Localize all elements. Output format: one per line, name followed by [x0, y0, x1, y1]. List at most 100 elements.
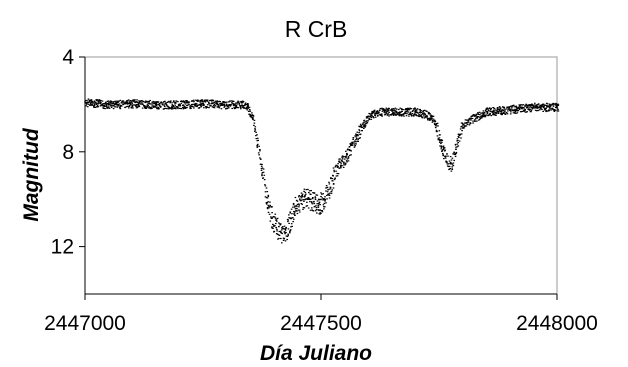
data-point — [456, 138, 459, 140]
data-point — [135, 107, 138, 109]
data-point — [328, 181, 330, 183]
data-point — [287, 228, 290, 230]
data-point — [114, 100, 116, 102]
data-point — [330, 190, 333, 193]
data-point — [104, 102, 107, 104]
data-point — [394, 113, 397, 115]
data-point — [448, 165, 451, 167]
data-point — [339, 161, 341, 163]
data-point — [415, 109, 418, 111]
data-point — [222, 104, 224, 106]
data-point — [211, 106, 214, 108]
data-point — [515, 108, 518, 110]
data-point — [480, 112, 482, 114]
data-point — [551, 107, 554, 109]
data-point — [284, 233, 286, 235]
data-point — [132, 100, 134, 102]
data-point — [316, 200, 319, 202]
data-point — [355, 133, 357, 135]
data-point — [470, 117, 473, 120]
data-point — [284, 229, 287, 231]
data-point — [334, 178, 336, 180]
data-point — [435, 125, 438, 127]
data-point — [110, 105, 112, 107]
data-point — [107, 102, 110, 104]
data-point — [456, 140, 458, 142]
data-point — [493, 110, 496, 112]
data-point — [433, 123, 436, 125]
data-point — [431, 115, 434, 117]
data-point — [510, 111, 512, 113]
data-point — [499, 110, 502, 112]
y-tick-label: 12 — [51, 236, 74, 259]
data-point — [335, 170, 337, 172]
data-point — [118, 104, 120, 107]
data-point — [534, 106, 536, 108]
data-point — [261, 173, 263, 175]
data-point — [267, 195, 270, 198]
data-point — [177, 101, 179, 103]
data-point — [437, 137, 440, 139]
data-point — [427, 117, 430, 120]
data-point — [261, 174, 263, 177]
data-point — [423, 115, 425, 117]
data-point — [493, 108, 496, 110]
data-point — [118, 103, 121, 105]
data-point — [203, 105, 205, 107]
data-point — [453, 159, 455, 161]
data-point — [543, 109, 546, 111]
data-point — [305, 193, 307, 195]
data-point — [497, 111, 500, 113]
data-point — [355, 143, 357, 145]
data-point — [269, 201, 271, 203]
x-axis: 2447000 2447500 2448000 — [44, 293, 598, 335]
data-point — [433, 122, 436, 124]
data-point — [237, 107, 240, 109]
data-point — [370, 116, 373, 118]
data-point — [376, 115, 379, 117]
data-point — [467, 120, 470, 122]
data-point — [101, 103, 103, 106]
data-point — [338, 158, 340, 160]
data-point — [486, 112, 489, 115]
data-point — [514, 112, 516, 114]
data-point — [223, 106, 225, 108]
data-point — [350, 150, 352, 152]
data-point — [98, 99, 101, 101]
data-point — [146, 103, 149, 105]
data-point — [248, 106, 251, 108]
data-point — [275, 219, 278, 221]
data-point — [490, 115, 492, 117]
data-point — [517, 109, 520, 112]
data-point — [548, 106, 551, 108]
data-point — [404, 111, 406, 113]
data-point — [463, 126, 466, 128]
data-point — [492, 112, 495, 114]
data-point — [172, 106, 175, 108]
data-point — [272, 223, 274, 225]
data-point — [285, 235, 288, 237]
data-point — [316, 203, 318, 205]
data-point — [310, 190, 312, 192]
data-point — [307, 198, 309, 200]
data-point — [496, 111, 499, 113]
data-point — [154, 101, 156, 103]
data-point — [129, 100, 132, 102]
data-point — [202, 104, 204, 106]
data-point — [268, 213, 271, 215]
data-point — [126, 102, 129, 104]
data-point — [357, 134, 359, 136]
x-tick-label: 2447500 — [280, 312, 362, 335]
data-point — [468, 117, 471, 119]
data-point — [195, 99, 197, 101]
data-point — [227, 105, 230, 107]
data-point — [135, 105, 137, 107]
data-point — [337, 173, 340, 175]
data-point — [474, 119, 476, 121]
data-point — [131, 102, 134, 105]
data-point — [103, 105, 106, 107]
data-point — [543, 107, 546, 109]
data-point — [209, 99, 211, 102]
data-point — [530, 106, 533, 109]
data-point — [85, 99, 87, 102]
